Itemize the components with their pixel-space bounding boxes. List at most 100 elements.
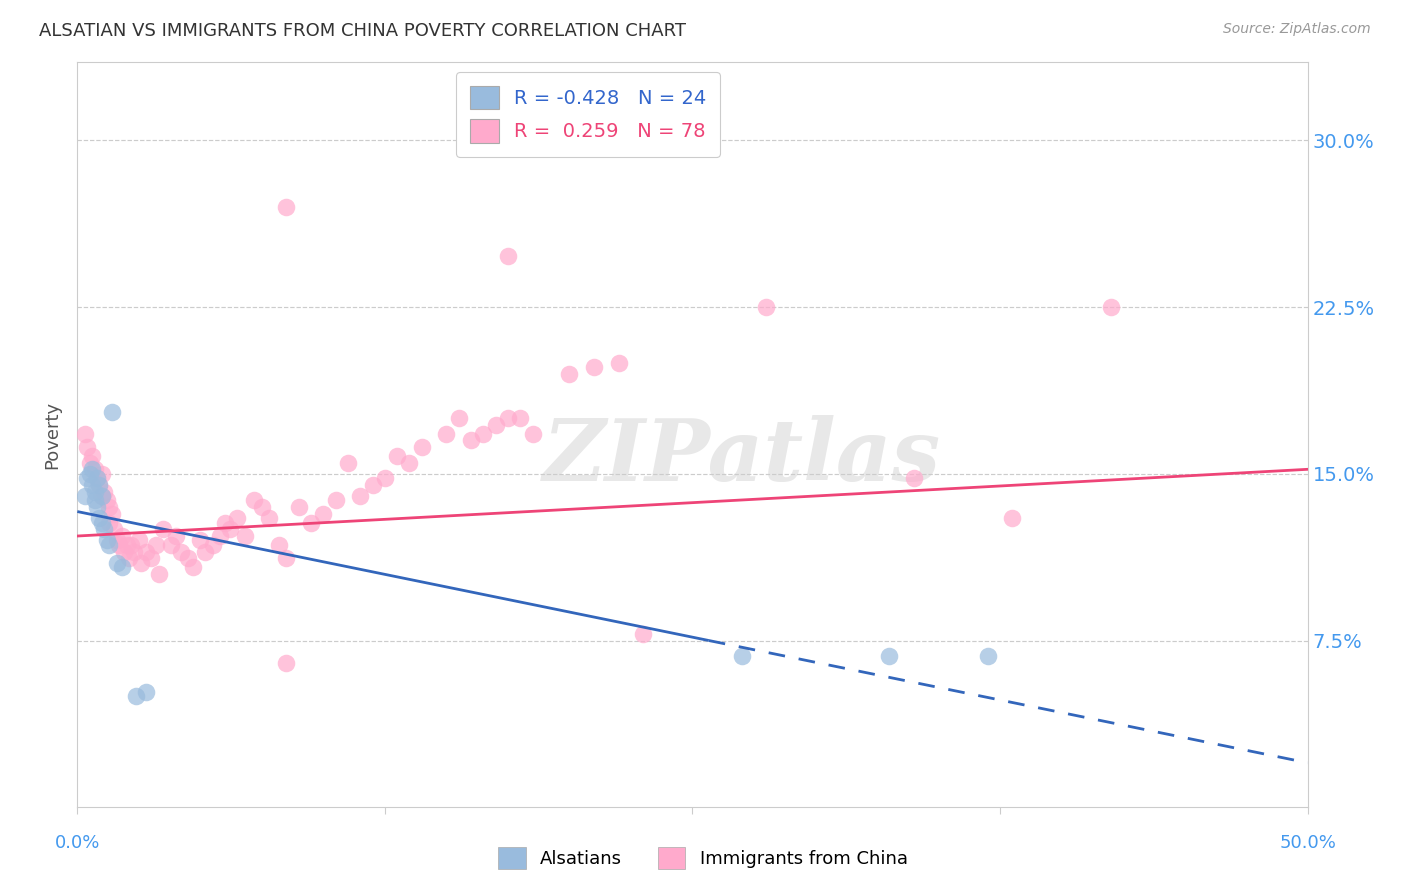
Point [447, 411, 470, 425]
Point [387, 449, 409, 463]
Point [135, 544, 157, 558]
Point [879, 649, 901, 664]
Point [496, 411, 519, 425]
Point [101, 404, 124, 418]
Point [170, 544, 193, 558]
Point [83, 462, 105, 476]
Text: ALSATIAN VS IMMIGRANTS FROM CHINA POVERTY CORRELATION CHART: ALSATIAN VS IMMIGRANTS FROM CHINA POVERT… [39, 22, 686, 40]
Point [76, 440, 98, 454]
Point [1099, 300, 1122, 314]
Point [131, 556, 153, 570]
Point [1001, 511, 1024, 525]
Point [194, 544, 217, 558]
Point [90, 489, 114, 503]
Point [181, 560, 204, 574]
Point [361, 478, 384, 492]
Point [558, 367, 581, 381]
Point [79, 467, 101, 481]
Point [148, 566, 170, 581]
Point [233, 529, 256, 543]
Point [374, 471, 396, 485]
Point [98, 516, 121, 530]
Point [259, 511, 281, 525]
Text: ZIPatlas: ZIPatlas [543, 416, 941, 499]
Point [583, 359, 606, 374]
Point [177, 551, 200, 566]
Point [73, 489, 96, 503]
Point [90, 516, 114, 530]
Point [165, 529, 187, 543]
Point [250, 500, 273, 515]
Point [112, 544, 135, 558]
Point [276, 656, 298, 670]
Point [141, 551, 163, 566]
Point [337, 456, 360, 470]
Point [82, 462, 104, 476]
Point [118, 551, 141, 566]
Point [436, 426, 458, 441]
Point [128, 533, 150, 548]
Legend: R = -0.428   N = 24, R =  0.259   N = 78: R = -0.428 N = 24, R = 0.259 N = 78 [456, 72, 720, 157]
Point [90, 489, 114, 503]
Point [485, 417, 508, 432]
Point [349, 489, 371, 503]
Point [105, 556, 128, 570]
Point [86, 471, 108, 485]
Point [472, 426, 495, 441]
Text: 0.0%: 0.0% [55, 834, 100, 852]
Point [93, 484, 115, 499]
Point [96, 533, 118, 548]
Point [755, 300, 778, 314]
Point [276, 200, 298, 214]
Point [460, 434, 482, 448]
Point [209, 529, 232, 543]
Point [93, 522, 115, 536]
Point [82, 478, 104, 492]
Point [83, 493, 105, 508]
Point [86, 471, 108, 485]
Point [98, 538, 121, 552]
Point [398, 456, 420, 470]
Y-axis label: Poverty: Poverty [44, 401, 62, 469]
Point [145, 538, 167, 552]
Point [122, 544, 145, 558]
Point [522, 426, 544, 441]
Point [135, 684, 157, 698]
Point [86, 500, 108, 515]
Point [411, 440, 433, 454]
Point [89, 478, 111, 492]
Point [299, 516, 322, 530]
Point [288, 500, 311, 515]
Point [190, 533, 212, 548]
Point [977, 649, 1000, 664]
Point [90, 467, 114, 481]
Point [607, 355, 630, 369]
Point [79, 456, 101, 470]
Point [108, 538, 131, 552]
Point [98, 500, 121, 515]
Point [105, 533, 128, 548]
Point [731, 649, 754, 664]
Point [89, 511, 111, 525]
Point [312, 507, 335, 521]
Point [83, 484, 105, 499]
Point [111, 529, 132, 543]
Point [160, 538, 183, 552]
Point [115, 538, 138, 552]
Point [82, 449, 104, 463]
Text: 50.0%: 50.0% [1279, 834, 1336, 852]
Point [96, 493, 118, 508]
Point [101, 507, 124, 521]
Point [103, 522, 125, 536]
Point [125, 689, 148, 703]
Point [214, 516, 236, 530]
Legend: Alsatians, Immigrants from China: Alsatians, Immigrants from China [491, 839, 915, 876]
Point [89, 478, 111, 492]
Point [73, 426, 96, 441]
Point [243, 493, 266, 508]
Point [496, 249, 519, 263]
Point [509, 411, 531, 425]
Point [226, 511, 249, 525]
Point [201, 538, 224, 552]
Point [325, 493, 347, 508]
